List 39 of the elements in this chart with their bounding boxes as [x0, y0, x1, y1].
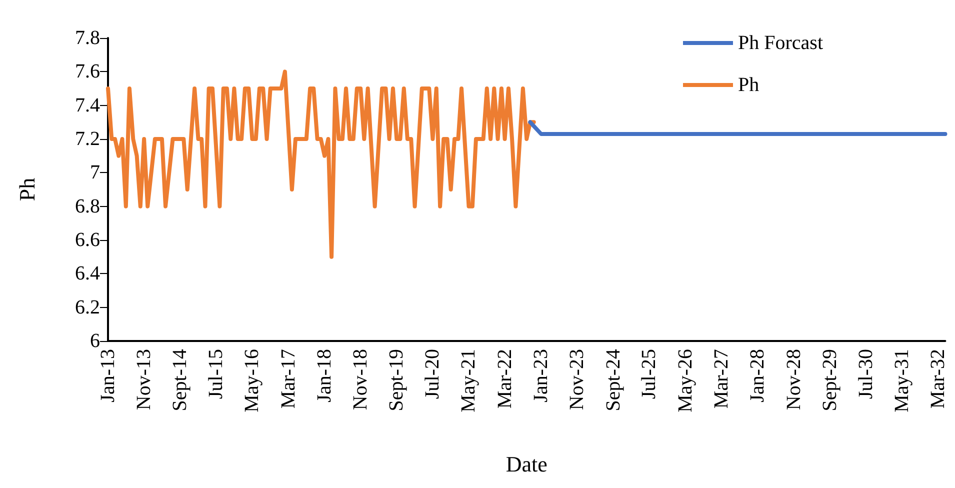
- y-tick-label: 6.4: [75, 262, 100, 285]
- x-tick-label: Jul-25: [638, 349, 660, 399]
- x-tick-label: Nov-13: [133, 349, 156, 410]
- x-tick-label: Sept-14: [169, 349, 192, 412]
- x-tick-label: Jul-15: [205, 349, 228, 399]
- y-tick-label: 7.8: [75, 27, 100, 49]
- x-tick-label: Mar-27: [710, 349, 732, 409]
- x-tick-label: Mar-32: [927, 349, 949, 409]
- y-tick-label: 7.6: [75, 60, 100, 83]
- x-tick-label: Sept-19: [386, 349, 408, 412]
- y-tick-label: 6: [90, 330, 100, 352]
- x-tick-label: Jul-30: [854, 349, 877, 399]
- y-tick-label: 6.2: [75, 296, 100, 318]
- x-tick-label: Jul-20: [422, 349, 444, 399]
- x-tick-label: Mar-22: [494, 349, 516, 409]
- x-tick-label: Nov-18: [350, 349, 372, 410]
- x-tick-label: May-16: [241, 349, 264, 412]
- y-tick-label: 7.2: [75, 128, 100, 150]
- x-tick-label: Mar-17: [277, 349, 300, 409]
- y-tick-label: 7: [90, 162, 100, 184]
- x-tick-label: May-21: [458, 349, 480, 412]
- x-tick-label: Nov-23: [566, 349, 588, 410]
- x-tick-label: Jan-13: [97, 349, 119, 402]
- x-axis-title: Date: [506, 452, 548, 476]
- x-tick-label: Jan-18: [314, 349, 336, 402]
- x-tick-label: Jan-23: [530, 349, 552, 402]
- y-axis-title: Ph: [14, 178, 40, 202]
- line-series: [106, 70, 536, 259]
- x-tick-label: Sept-29: [818, 349, 841, 412]
- y-tick-label: 6.8: [75, 195, 100, 218]
- x-tick-label: Nov-28: [782, 349, 805, 410]
- x-tick-label: May-31: [890, 349, 913, 412]
- y-tick-label: 6.6: [75, 229, 100, 251]
- x-tick-label: Jan-28: [746, 349, 769, 402]
- x-tick-label: May-26: [674, 349, 696, 412]
- legend-label: Ph: [738, 74, 760, 96]
- x-tick-label: Sept-24: [602, 349, 624, 412]
- legend-label: Ph Forcast: [738, 32, 824, 54]
- y-tick-label: 7.4: [75, 94, 100, 116]
